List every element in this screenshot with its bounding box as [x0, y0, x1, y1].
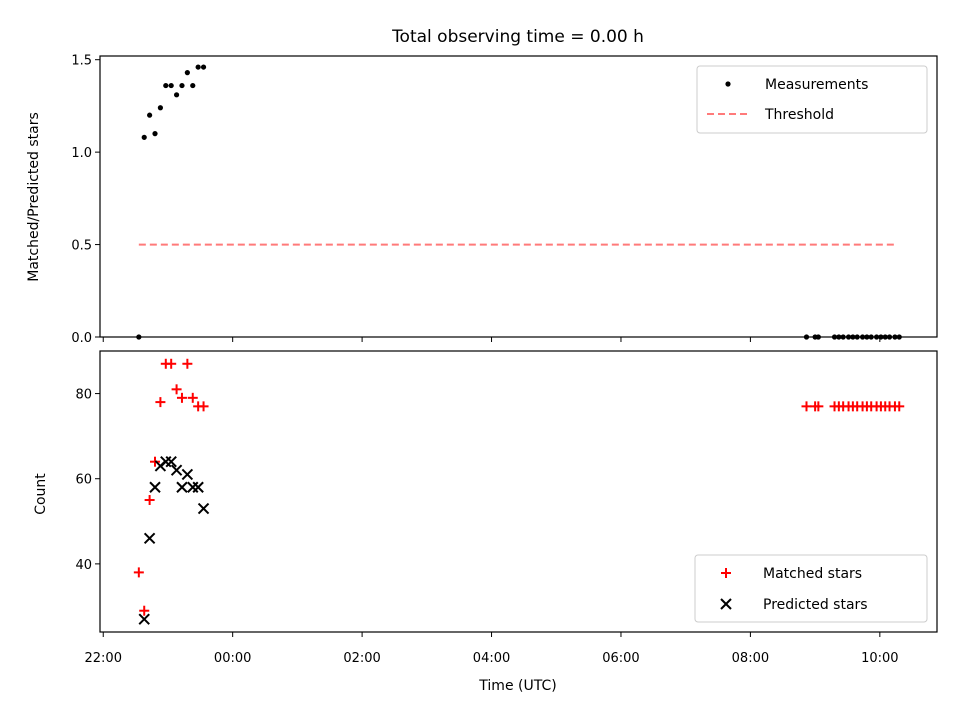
predicted-stars-point-b [192, 481, 204, 493]
bottom-y-tick-label: 80 [75, 388, 92, 403]
measurements-point [147, 112, 153, 118]
measurements-point [173, 92, 180, 98]
matched-stars-point [198, 401, 209, 412]
predicted-stars-point-b [138, 613, 150, 625]
top-legend-markers [707, 81, 749, 115]
matched-stars-point [801, 401, 812, 412]
bottom-y-tick-label: 40 [75, 558, 92, 573]
bottom-legend-frame [694, 554, 928, 623]
matched-stars-point [171, 384, 182, 395]
predicted-stars-point-b [165, 455, 177, 468]
matched-stars-point [894, 401, 905, 412]
top-y-tick-label: 0.0 [71, 331, 92, 346]
matched-stars-point [813, 401, 824, 412]
x-axis-label: Time (UTC) [478, 678, 556, 694]
legend-marker-predicted-stars-b [720, 598, 732, 610]
measurements-point [152, 131, 158, 137]
predicted-stars-point [170, 464, 183, 476]
top-y-tick-label: 0.5 [71, 239, 92, 254]
legend-marker-predicted-stars [720, 598, 732, 610]
predicted-stars-point [192, 481, 204, 493]
predicted-stars-point [197, 502, 210, 515]
predicted-stars-point [181, 468, 194, 481]
legend-marker-measurements [725, 81, 731, 87]
bottom-panel: 40 60 80 22:00 00:00 02:00 04:00 06:00 08:00 10:0… [75, 350, 938, 666]
top-legend-frame [696, 65, 928, 134]
legend-marker-matched-stars [721, 568, 731, 578]
predicted-stars-point-b [149, 481, 161, 493]
predicted-stars-point [143, 532, 156, 545]
top-legend: Measurements Threshold [696, 65, 928, 134]
predicted-stars-point [149, 481, 161, 493]
matched-stars-point [133, 567, 144, 578]
matched-stars-point [166, 358, 177, 369]
legend-label-predicted-stars: Predicted stars [763, 597, 868, 613]
bottom-y-axis-label: Count [33, 473, 49, 515]
measurements-point [190, 82, 196, 89]
x-tick-label: 08:00 [732, 651, 769, 666]
predicted-stars-point [138, 613, 150, 625]
measurements-point [195, 64, 201, 70]
legend-label-measurements: Measurements [765, 77, 868, 93]
x-tick-label: 02:00 [343, 651, 380, 666]
x-tick-label: 22:00 [85, 651, 122, 666]
predicted-stars-point [160, 455, 172, 468]
measurements-point [200, 64, 207, 70]
chart-title: Total observing time = 0.00 h [391, 27, 644, 47]
matched-stars-point [187, 392, 198, 403]
top-y-axis-label: Matched/Predicted stars [26, 112, 42, 282]
measurements-point [141, 134, 147, 140]
bottom-axes-frame [99, 350, 938, 633]
measurements-point [179, 82, 185, 89]
x-tick-label: 04:00 [473, 651, 510, 666]
x-tick-label: 06:00 [602, 651, 639, 666]
predicted-stars-point-b [170, 464, 183, 476]
top-y-tick-label: 1.5 [71, 54, 92, 69]
predicted-stars-point-b [197, 502, 210, 515]
matched-stars-point [139, 605, 150, 616]
predicted-stars-point-b [176, 481, 188, 493]
matched-stars-point [155, 397, 166, 408]
matched-stars-point [144, 495, 155, 506]
bottom-legend: Matched stars Predicted stars [694, 554, 928, 623]
top-y-tick-label: 1.0 [71, 146, 92, 161]
legend-label-matched-stars: Matched stars [763, 566, 862, 582]
bottom-legend-markers [720, 568, 732, 610]
predicted-stars-point [187, 481, 199, 493]
bottom-y-tick-label: 60 [75, 473, 92, 488]
matched-stars-point [182, 358, 193, 369]
top-panel: 0.0 0.5 1.0 1.5 [71, 54, 938, 346]
predicted-stars-point [176, 481, 188, 493]
predicted-stars-point-b [181, 468, 194, 481]
measurements-point [184, 70, 190, 76]
measurements-point [163, 82, 169, 89]
x-tick-label: 00:00 [214, 651, 251, 666]
matched-stars-point [176, 392, 187, 403]
top-axes-frame [99, 55, 938, 338]
measurements-point [168, 82, 174, 89]
legend-label-threshold: Threshold [764, 107, 834, 123]
predicted-stars-point [165, 455, 177, 468]
measurements-point [157, 105, 164, 111]
predicted-stars-point-b [143, 532, 156, 545]
x-tick-label: 10:00 [861, 651, 898, 666]
